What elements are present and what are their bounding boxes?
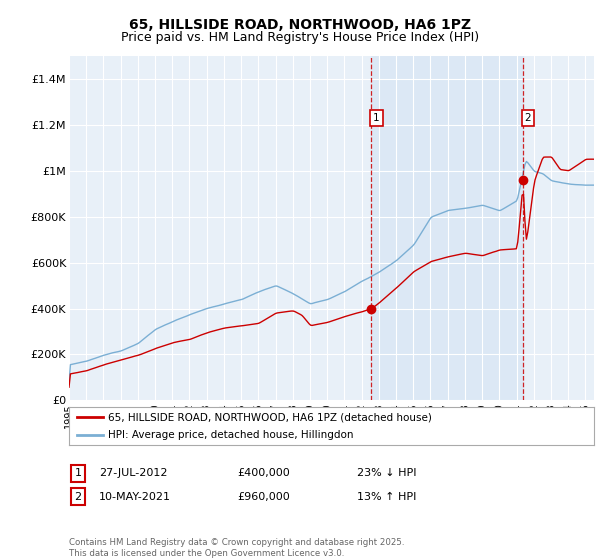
Text: 23% ↓ HPI: 23% ↓ HPI bbox=[357, 468, 416, 478]
Text: 2: 2 bbox=[524, 113, 531, 123]
Text: £400,000: £400,000 bbox=[237, 468, 290, 478]
Text: £960,000: £960,000 bbox=[237, 492, 290, 502]
Text: 27-JUL-2012: 27-JUL-2012 bbox=[99, 468, 167, 478]
Text: 2: 2 bbox=[74, 492, 82, 502]
Text: 13% ↑ HPI: 13% ↑ HPI bbox=[357, 492, 416, 502]
Bar bbox=[371, 56, 523, 400]
Text: 1: 1 bbox=[373, 113, 380, 123]
Text: 1: 1 bbox=[74, 468, 82, 478]
Text: 65, HILLSIDE ROAD, NORTHWOOD, HA6 1PZ (detached house): 65, HILLSIDE ROAD, NORTHWOOD, HA6 1PZ (d… bbox=[109, 412, 432, 422]
Text: 65, HILLSIDE ROAD, NORTHWOOD, HA6 1PZ: 65, HILLSIDE ROAD, NORTHWOOD, HA6 1PZ bbox=[129, 18, 471, 32]
Text: Contains HM Land Registry data © Crown copyright and database right 2025.
This d: Contains HM Land Registry data © Crown c… bbox=[69, 538, 404, 558]
Text: 10-MAY-2021: 10-MAY-2021 bbox=[99, 492, 171, 502]
Text: HPI: Average price, detached house, Hillingdon: HPI: Average price, detached house, Hill… bbox=[109, 430, 354, 440]
Text: Price paid vs. HM Land Registry's House Price Index (HPI): Price paid vs. HM Land Registry's House … bbox=[121, 31, 479, 44]
